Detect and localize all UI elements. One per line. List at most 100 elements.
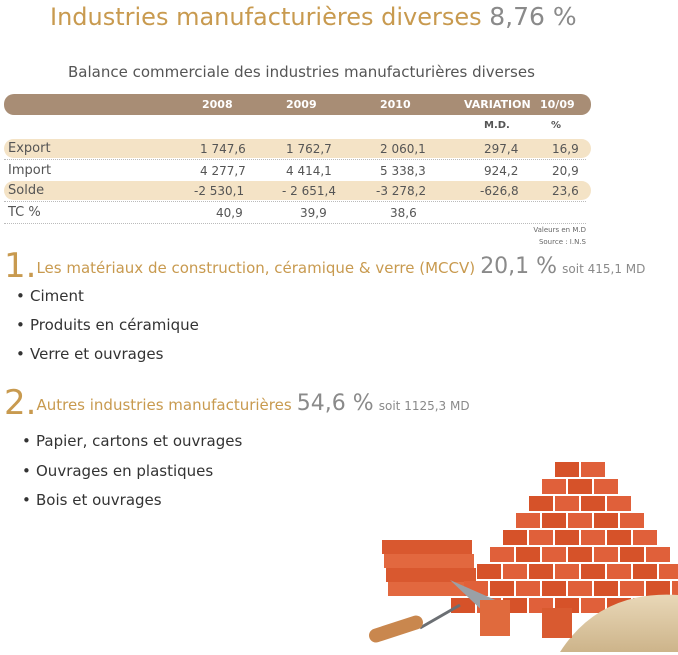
brick: [581, 564, 605, 579]
brick: [607, 496, 631, 511]
cell: 23,6: [552, 184, 579, 198]
brick: [555, 496, 579, 511]
cell: 4 277,7: [200, 164, 246, 178]
table-source-note: Source : I.N.S: [538, 238, 586, 246]
brick: [620, 547, 644, 562]
cell: 1 762,7: [286, 142, 332, 156]
brick: [633, 564, 657, 579]
brick: [659, 564, 678, 579]
cell: 39,9: [300, 206, 327, 220]
stacked-bricks-left: [382, 540, 478, 596]
brick: [529, 530, 553, 545]
brick: [555, 462, 579, 477]
cell: 2 060,1: [380, 142, 426, 156]
table-row-solde: Solde -2 530,1 - 2 651,4 -3 278,2 -626,8…: [4, 181, 591, 200]
brick: [529, 496, 553, 511]
col-2009: 2009: [286, 98, 317, 111]
brick: [620, 581, 644, 596]
section-2-heading: 2.Autres industries manufacturières 54,6…: [4, 383, 470, 423]
brick: [581, 462, 605, 477]
brick: [594, 479, 618, 494]
brick: [607, 564, 631, 579]
brick: [490, 581, 514, 596]
brick: [516, 547, 540, 562]
section-amount: soit 415,1 MD: [562, 262, 646, 276]
table-row-export: Export 1 747,6 1 762,7 2 060,1 297,4 16,…: [4, 139, 591, 158]
loose-brick: [542, 608, 572, 638]
brick: [451, 598, 475, 613]
cell: - 2 651,4: [282, 184, 336, 198]
brick: [568, 479, 592, 494]
brick: [646, 547, 670, 562]
brick: [490, 547, 514, 562]
cell: 40,9: [216, 206, 243, 220]
row-label: TC %: [8, 205, 41, 220]
brick: [646, 581, 670, 596]
brick: [516, 581, 540, 596]
brick: [607, 530, 631, 545]
cell: 5 338,3: [380, 164, 426, 178]
brick: [594, 547, 618, 562]
list-item: • Ciment: [16, 287, 84, 305]
brick: [555, 564, 579, 579]
brick: [568, 581, 592, 596]
brick: [542, 581, 566, 596]
cell: 38,6: [390, 206, 417, 220]
title-percentage: 8,76 %: [489, 2, 577, 31]
brick: [581, 598, 605, 613]
table-subheader: M.D. %: [0, 120, 678, 136]
table-header: 2008 2009 2010 VARIATION 10/09: [4, 94, 591, 115]
brick: [529, 564, 553, 579]
section-amount: soit 1125,3 MD: [378, 399, 470, 413]
col-10-09: 10/09: [540, 98, 575, 111]
row-divider: [4, 159, 586, 160]
row-label: Import: [8, 163, 52, 178]
table-row-tc: TC % 40,9 39,9 38,6: [4, 203, 591, 222]
row-label: Solde: [8, 183, 45, 198]
brick: [568, 547, 592, 562]
section-percentage: 20,1 %: [480, 254, 558, 279]
cell: -3 278,2: [376, 184, 427, 198]
list-item: • Papier, cartons et ouvrages: [22, 432, 243, 450]
brick: [581, 496, 605, 511]
brick: [542, 547, 566, 562]
row-label: Export: [8, 141, 51, 156]
table-units-note: Valeurs en M.D: [533, 226, 586, 234]
cell: 20,9: [552, 164, 579, 178]
section-number: 2.: [4, 383, 37, 423]
cell: 924,2: [484, 164, 519, 178]
row-divider: [4, 223, 586, 224]
cell: 297,4: [484, 142, 519, 156]
brick: [581, 530, 605, 545]
section-percentage: 54,6 %: [296, 391, 374, 416]
brick: [503, 564, 527, 579]
brick: [568, 513, 592, 528]
col-2010: 2010: [380, 98, 411, 111]
brick: [503, 530, 527, 545]
sub-pct: %: [551, 120, 562, 131]
table-title: Balance commerciale des industries manuf…: [68, 63, 535, 81]
table-row-import: Import 4 277,7 4 414,1 5 338,3 924,2 20,…: [4, 161, 591, 180]
col-variation: VARIATION: [464, 98, 531, 111]
cell: -2 530,1: [194, 184, 245, 198]
cell: -626,8: [480, 184, 519, 198]
brick: [594, 513, 618, 528]
sub-md: M.D.: [484, 120, 510, 131]
row-divider: [4, 201, 586, 202]
brick: [542, 513, 566, 528]
cell: 16,9: [552, 142, 579, 156]
brick-pile-illustration: [369, 462, 678, 652]
brick: [594, 581, 618, 596]
loose-brick: [480, 600, 510, 636]
brick: [633, 530, 657, 545]
section-title: Autres industries manufacturières: [36, 396, 292, 414]
col-2008: 2008: [202, 98, 233, 111]
brick: [672, 581, 678, 596]
brick: [542, 479, 566, 494]
brick-pyramid: [451, 462, 678, 613]
section-1-heading: 1.Les matériaux de construction, céramiq…: [4, 246, 645, 286]
brick: [516, 513, 540, 528]
list-item: • Ouvrages en plastiques: [22, 462, 214, 480]
cell: 4 414,1: [286, 164, 332, 178]
list-item: • Bois et ouvrages: [22, 491, 162, 509]
